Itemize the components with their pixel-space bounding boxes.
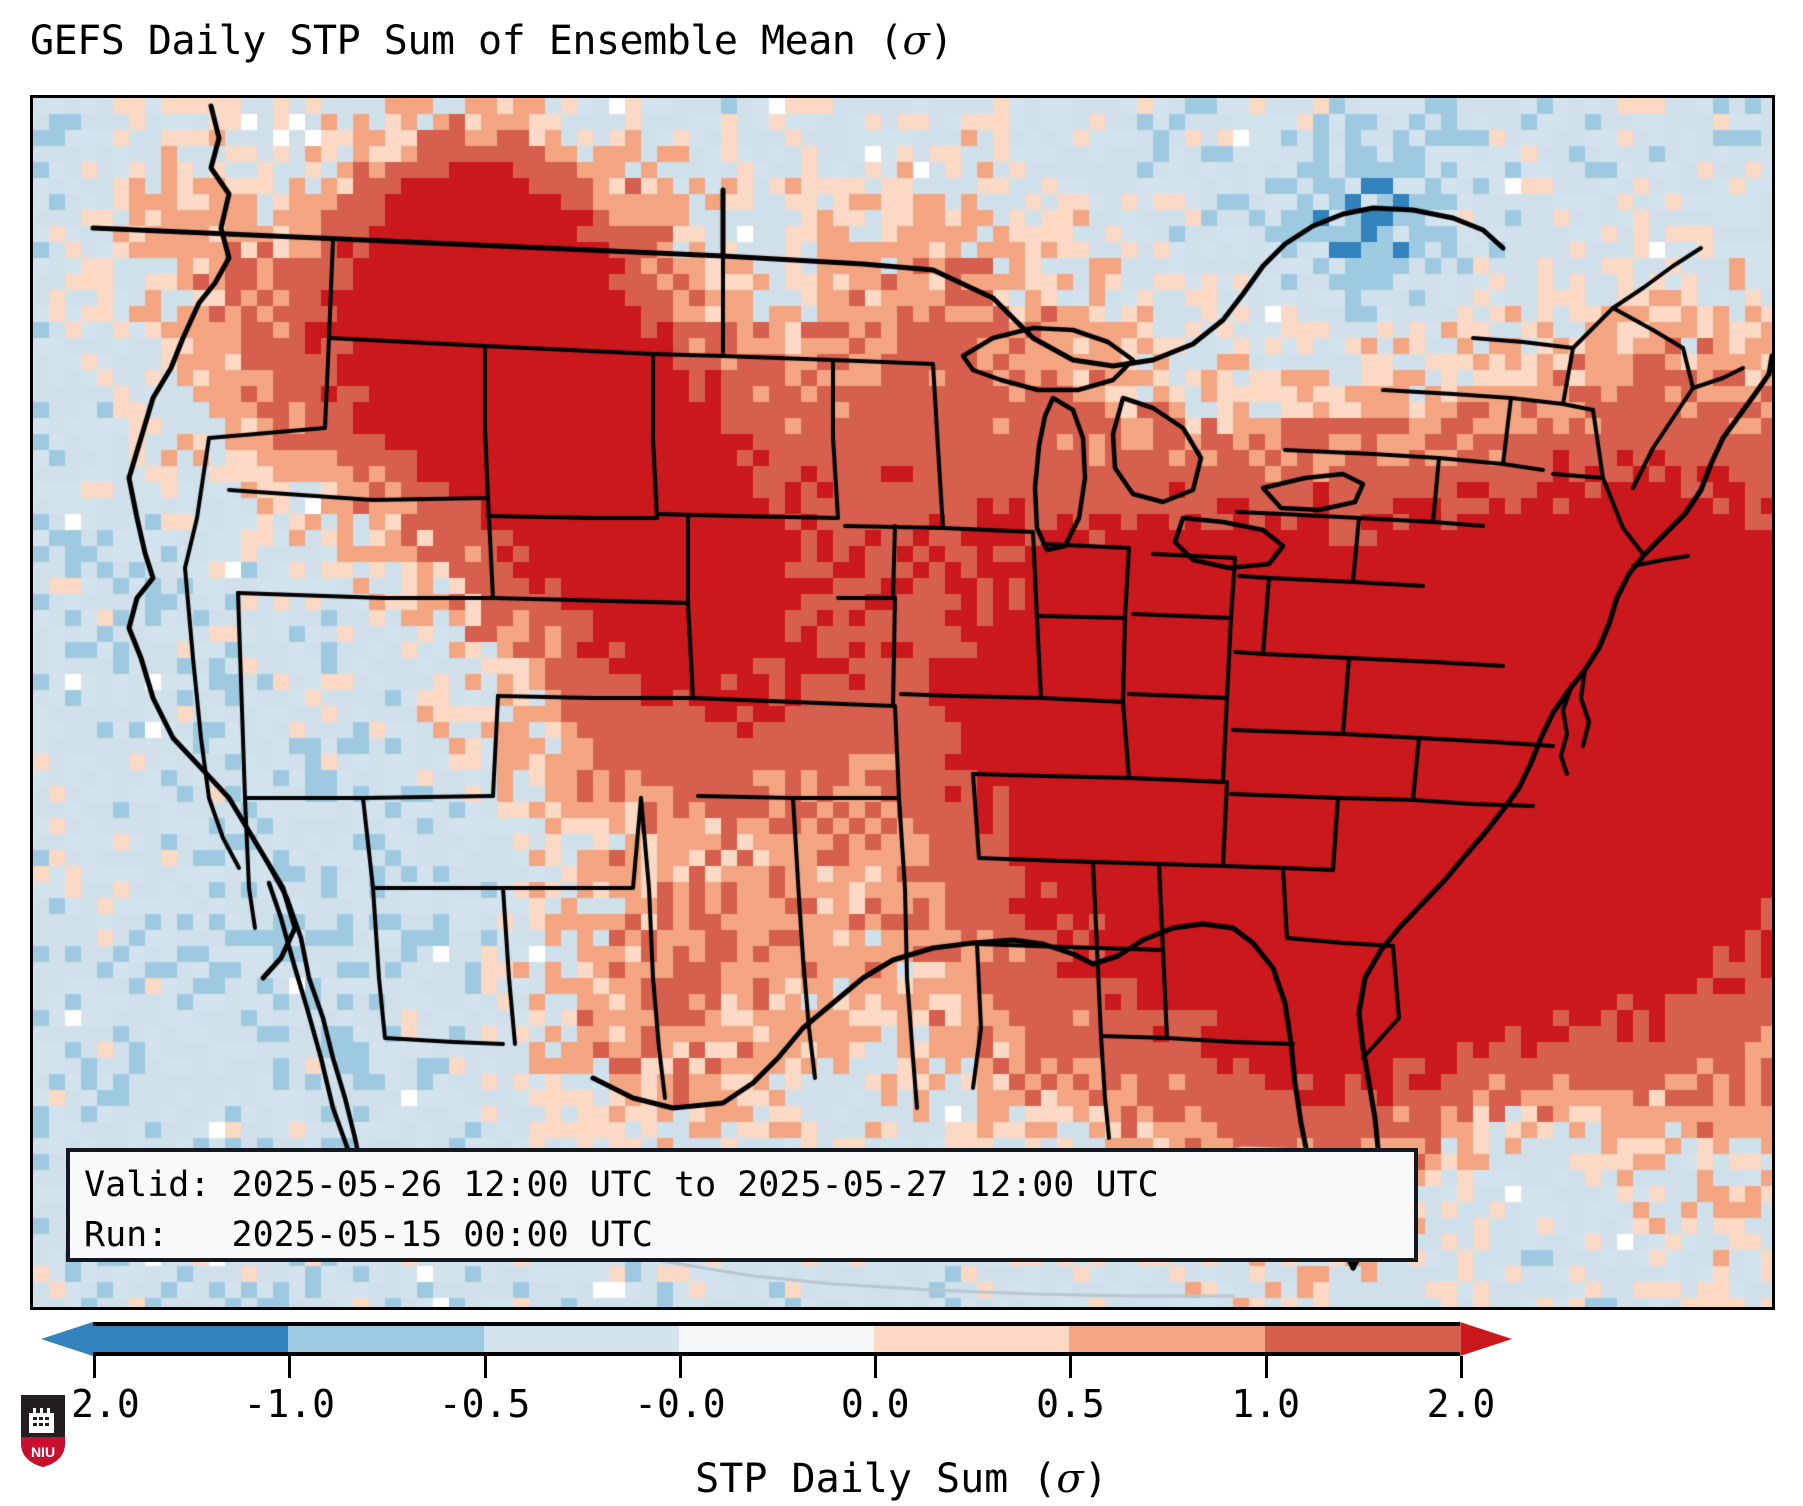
colorbar-tick-2 [483,1356,487,1378]
colorbar-tick-label-6: 1.0 [1231,1382,1301,1426]
info-box: Valid: 2025-05-26 12:00 UTC to 2025-05-2… [66,1148,1418,1262]
colorbar-segment-0 [93,1322,289,1356]
colorbar-tick-6 [1264,1356,1268,1378]
colorbar-frame [93,1322,1460,1356]
colorbar-sigma-symbol: σ [1056,1456,1084,1502]
colorbar-tick-4 [874,1356,878,1378]
heatmap-canvas[interactable] [33,98,1772,1307]
colorbar-segment-1 [288,1322,485,1356]
colorbar-segment-3 [678,1322,875,1356]
colorbar-segment-4 [874,1322,1071,1356]
colorbar-over-arrow [1460,1322,1512,1356]
colorbar-tick-label-2: -0.5 [438,1382,531,1426]
colorbar-tick-7 [1460,1356,1463,1378]
title-text-before: GEFS Daily STP Sum of Ensemble Mean ( [30,18,903,64]
colorbar-tick-0 [93,1356,96,1378]
colorbar-tick-label-3: -0.0 [634,1382,726,1426]
info-valid-line: Valid: 2025-05-26 12:00 UTC to 2025-05-2… [84,1165,1159,1205]
colorbar-segment-5 [1069,1322,1266,1356]
colorbar-tick-label-4: 0.0 [840,1382,910,1426]
map-panel[interactable]: Valid: 2025-05-26 12:00 UTC to 2025-05-2… [30,95,1775,1310]
colorbar-segment-2 [483,1322,680,1356]
colorbar-area: -2.0 -1.0 -0.5 -0.0 0.0 0.5 1.0 2.0 STP Daily S… [0,1316,1803,1506]
colorbar[interactable] [93,1322,1461,1356]
colorbar-segment-6 [1264,1322,1461,1356]
colorbar-tick-5 [1069,1356,1073,1378]
colorbar-tick-label-5: 0.5 [1036,1382,1105,1426]
colorbar-under-arrow [41,1322,93,1356]
niu-logo: NIU [21,1395,65,1467]
colorbar-tick-label-7: 2.0 [1426,1382,1496,1426]
title-text-after: ) [929,18,953,64]
colorbar-tick-label-1: -1.0 [243,1382,336,1426]
colorbar-tick-3 [678,1356,682,1378]
sigma-symbol: σ [902,18,930,64]
niu-logo-text: NIU [31,1444,55,1460]
info-run-line: Run: 2025-05-15 00:00 UTC [84,1215,653,1255]
colorbar-tick-1 [288,1356,292,1378]
colorbar-title: STP Daily Sum (σ) [695,1456,1108,1502]
page-title: GEFS Daily STP Sum of Ensemble Mean (σ) [30,18,953,64]
